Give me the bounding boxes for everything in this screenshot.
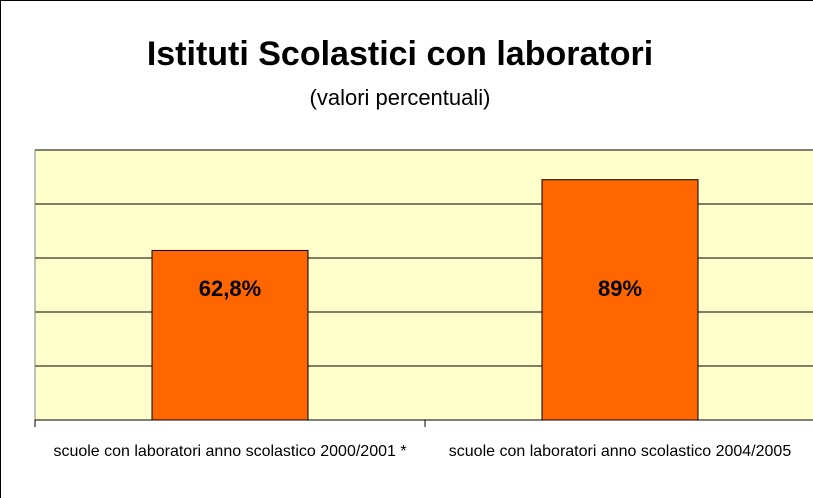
bar: [541, 179, 699, 421]
chart-subtitle: (valori percentuali): [310, 85, 491, 110]
x-tick-label: scuole con laboratori anno scolastico 20…: [53, 443, 407, 460]
chart-title: Istituti Scolastici con laboratori: [147, 35, 653, 73]
data-label: 89%: [598, 276, 642, 301]
x-tick-label: scuole con laboratori anno scolastico 20…: [448, 443, 792, 460]
bar: [151, 249, 309, 421]
data-label: 62,8%: [199, 276, 261, 301]
